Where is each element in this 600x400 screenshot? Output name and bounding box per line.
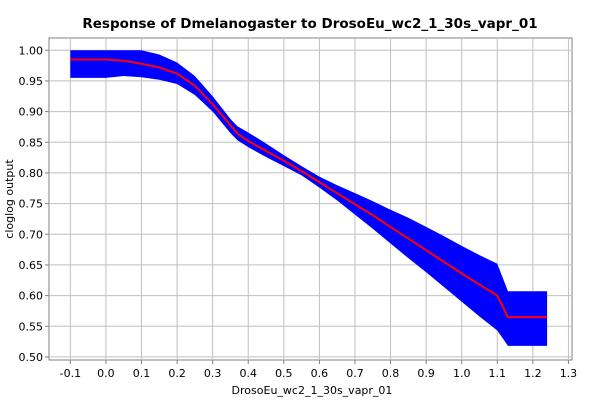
x-axis-label: DrosoEu_wc2_1_30s_vapr_01 (232, 384, 393, 397)
x-tick-label: 0.9 (417, 367, 435, 380)
grid-lines (49, 38, 572, 360)
y-tick-label: 0.70 (19, 228, 44, 241)
x-tick-label: 0.5 (275, 367, 293, 380)
x-tick-label: 1.2 (524, 367, 542, 380)
y-tick-label: 0.80 (19, 167, 44, 180)
x-tick-label: 0.1 (133, 367, 151, 380)
x-tick-label: 0.0 (97, 367, 115, 380)
y-axis-label: cloglog output (3, 159, 16, 239)
x-tick-label: 1.0 (453, 367, 471, 380)
x-tick-label: 0.8 (382, 367, 400, 380)
mean-response-line (70, 58, 548, 319)
y-tick-label: 0.55 (19, 320, 44, 333)
chart-title: Response of Dmelanogaster to DrosoEu_wc2… (82, 16, 537, 32)
y-tick-label: 0.85 (19, 136, 44, 149)
y-tick-label: 0.90 (19, 106, 44, 119)
x-tick-label: 0.7 (346, 367, 364, 380)
x-axis: -0.1 0.0 0.1 0.2 0.3 0.4 0.5 0.6 0.7 0.8 0.9 1.0 1.1… (60, 360, 578, 380)
x-tick-label: 0.4 (239, 367, 257, 380)
x-tick-label: -0.1 (60, 367, 81, 380)
confidence-band (70, 50, 548, 346)
y-tick-label: 0.50 (19, 351, 44, 364)
y-tick-label: 0.60 (19, 290, 44, 303)
x-tick-label: 0.3 (204, 367, 222, 380)
y-tick-label: 0.95 (19, 75, 44, 88)
y-tick-label: 0.65 (19, 259, 44, 272)
x-tick-label: 0.2 (168, 367, 186, 380)
y-tick-label: 1.00 (19, 44, 44, 57)
y-tick-label: 0.75 (19, 198, 44, 211)
x-tick-label: 1.3 (560, 367, 578, 380)
x-tick-label: 1.1 (489, 367, 507, 380)
y-axis: 0.50 0.55 0.60 0.65 0.70 0.75 0.80 0.85 0.90 0.95… (19, 44, 49, 364)
x-tick-label: 0.6 (311, 367, 329, 380)
